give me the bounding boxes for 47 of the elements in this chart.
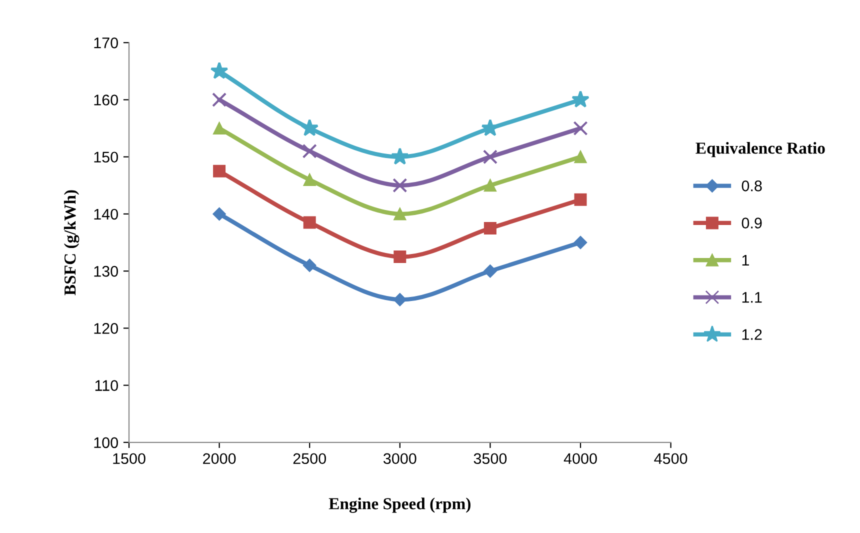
y-tick-label: 120 (94, 323, 118, 334)
x-tick-label: 3500 (474, 453, 507, 464)
point (394, 250, 406, 264)
point (573, 121, 588, 136)
x-tick-label: 1500 (113, 453, 146, 464)
point (212, 207, 226, 221)
point (482, 150, 498, 164)
x-tick-label: 3000 (383, 453, 416, 464)
legend-title: Equivalence Ratio (696, 142, 825, 158)
point (213, 122, 226, 135)
point (484, 222, 496, 234)
x-tick-label: 2000 (203, 453, 236, 464)
point (393, 293, 406, 306)
y-tick-label: 160 (94, 94, 118, 106)
y-tick-label: 110 (95, 380, 118, 391)
legend-label: 1 (742, 254, 749, 266)
point (574, 236, 588, 250)
point (390, 147, 409, 165)
x-tick-label: 2500 (293, 453, 326, 464)
x-axis-title: Engine Speed (rpm) (328, 498, 470, 513)
point (300, 118, 319, 136)
y-tick-label: 130 (94, 266, 118, 277)
y-axis-title: BSFC (g/kWh) (64, 190, 80, 296)
y-tick-label: 100 (94, 437, 118, 448)
legend-label: 1.2 (742, 329, 762, 340)
point (303, 216, 316, 229)
point (484, 179, 496, 192)
x-tick-label: 4000 (564, 453, 597, 464)
x-tick-label: 4500 (654, 453, 688, 464)
y-tick-label: 150 (94, 152, 118, 163)
point (302, 144, 317, 158)
point (574, 150, 587, 164)
point (572, 90, 590, 108)
point (210, 62, 228, 79)
point (574, 193, 587, 206)
point (303, 173, 316, 186)
point (303, 258, 316, 272)
point (394, 208, 406, 220)
y-tick-label: 170 (94, 38, 118, 48)
legend-label: 0.8 (742, 180, 762, 192)
point (212, 92, 227, 108)
legend-label: 0.9 (742, 218, 762, 228)
point (392, 178, 408, 193)
y-tick-label: 140 (94, 208, 118, 220)
legend-label: 1.1 (742, 292, 762, 303)
point (213, 164, 226, 178)
point (484, 264, 497, 278)
